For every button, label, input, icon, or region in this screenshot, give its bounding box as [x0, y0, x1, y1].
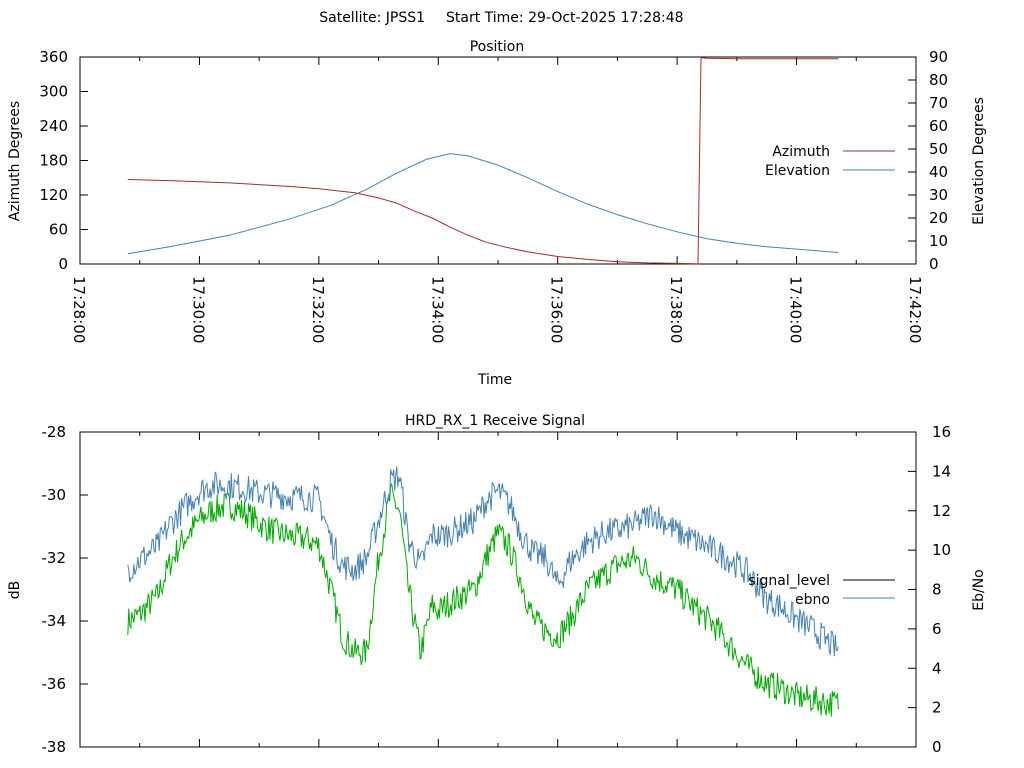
y2-tick-label: 20 [929, 209, 948, 227]
figure-header-satellite: Satellite: JPSS1 [319, 10, 425, 26]
y-tick-label: 360 [39, 48, 68, 66]
y2-tick-label: 8 [932, 581, 942, 599]
y2-tick-label: 0 [929, 255, 939, 273]
series-signal_level-line [127, 482, 839, 717]
position-x-axis-label: Time [477, 372, 512, 388]
signal-series [127, 466, 839, 717]
y2-tick-label: 4 [932, 659, 942, 677]
y-tick-label: -28 [42, 423, 67, 441]
y-tick-label: 240 [39, 117, 68, 135]
signal-axes: -28 -30 -32 -34 -36 -38 0 2 4 6 8 10 12 14 16 [42, 423, 952, 756]
position-plot-frame [79, 56, 917, 265]
x-tick-label: 17:42:00 [906, 276, 924, 343]
series-azimuth-line [127, 57, 839, 265]
legend-ebno-label: ebno [795, 592, 830, 608]
legend-elevation-label: Elevation [765, 163, 830, 179]
y-tick-label: -38 [42, 738, 67, 756]
position-axes: 0 60 120 180 240 300 360 0 10 20 30 40 50 60 70 80 90 17:… [39, 48, 948, 343]
series-ebno-line [127, 466, 839, 657]
position-chart: Position 0 60 120 180 240 300 360 0 10 20 30 40 50 60… [7, 39, 987, 388]
y2-tick-label: 50 [929, 140, 948, 158]
y2-tick-label: 0 [932, 738, 942, 756]
x-tick-label: 17:36:00 [548, 276, 566, 343]
y-tick-label: -34 [42, 612, 67, 630]
x-tick-label: 17:28:00 [70, 276, 88, 343]
y2-tick-label: 14 [932, 462, 951, 480]
position-legend: Azimuth Elevation [765, 144, 895, 179]
figure-header-start-time: Start Time: 29-Oct-2025 17:28:48 [446, 10, 684, 26]
position-chart-title: Position [470, 39, 525, 55]
x-tick-label: 17:32:00 [309, 276, 327, 343]
legend-azimuth-label: Azimuth [772, 144, 830, 160]
y2-tick-label: 80 [929, 71, 948, 89]
x-tick-label: 17:38:00 [667, 276, 685, 343]
y2-tick-label: 2 [932, 699, 942, 717]
signal-plot-frame [79, 431, 917, 748]
position-series [127, 57, 839, 265]
y-tick-label: -30 [42, 486, 67, 504]
y2-tick-label: 40 [929, 163, 948, 181]
x-tick-label: 17:30:00 [189, 276, 207, 343]
y2-tick-label: 6 [932, 620, 942, 638]
signal-chart: HRD_RX_1 Receive Signal -28-30-32-34-36-… [7, 413, 987, 756]
signal-y-axis-label: dB [7, 581, 23, 600]
signal-legend: signal_level ebno [748, 573, 895, 608]
y-tick-label: 0 [58, 255, 68, 273]
y-tick-label: 300 [39, 83, 68, 101]
legend-signal-level-label: signal_level [748, 573, 830, 589]
y2-tick-label: 10 [932, 541, 951, 559]
y2-tick-label: 30 [929, 186, 948, 204]
signal-chart-title: HRD_RX_1 Receive Signal [405, 413, 585, 429]
y2-tick-label: 12 [932, 502, 951, 520]
position-y2-axis-label: Elevation Degrees [971, 97, 987, 225]
y2-tick-label: 70 [929, 94, 948, 112]
y-tick-label: -36 [42, 675, 67, 693]
y2-tick-label: 60 [929, 117, 948, 135]
position-y-axis-label: Azimuth Degrees [7, 101, 23, 221]
y2-tick-label: 90 [929, 48, 948, 66]
y-tick-label: 60 [49, 221, 68, 239]
y2-tick-label: 16 [932, 423, 951, 441]
signal-y2-axis-label: Eb/No [971, 569, 987, 611]
y-tick-label: 180 [39, 152, 68, 170]
y-tick-label: -32 [42, 549, 67, 567]
y-tick-label: 120 [39, 186, 68, 204]
y2-tick-label: 10 [929, 232, 948, 250]
x-tick-label: 17:40:00 [787, 276, 805, 343]
series-elevation-line [127, 153, 839, 255]
x-tick-label: 17:34:00 [428, 276, 446, 343]
